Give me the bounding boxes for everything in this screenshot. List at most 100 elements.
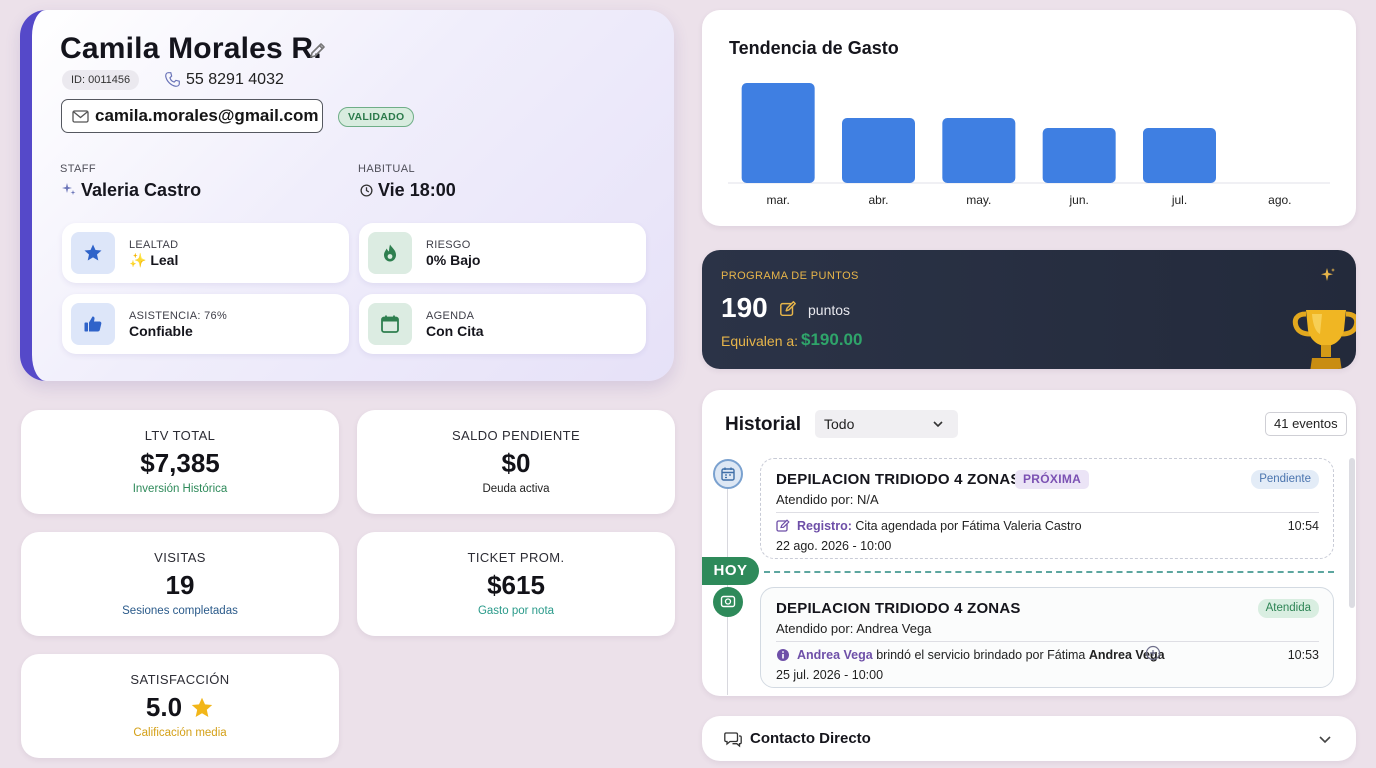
- event-note-tail: Andrea Vega: [1088, 648, 1165, 662]
- edit-points-icon[interactable]: [779, 300, 797, 318]
- points-label: PROGRAMA DE PUNTOS: [721, 270, 859, 282]
- email-validated-badge: VALIDADO: [338, 107, 415, 127]
- contact-title: Contacto Directo: [750, 730, 871, 747]
- timeline-marker-upcoming: [713, 459, 743, 489]
- event-note-text: brindó el servicio brindado por Fátima: [876, 648, 1086, 662]
- staff-value: Valeria Castro: [81, 180, 202, 200]
- event-title: DEPILACION TRIDIODO 4 ZONAS: [776, 471, 1021, 488]
- client-id-badge: ID: 0011456: [62, 70, 140, 90]
- history-event-completed[interactable]: DEPILACION TRIDIODO 4 ZONAS Atendida Ate…: [760, 587, 1334, 688]
- event-time: 10:54: [1287, 519, 1319, 533]
- points-program-card: PROGRAMA DE PUNTOS 190 puntos Equivalen …: [702, 250, 1356, 369]
- chart-bar-2[interactable]: [942, 118, 1016, 183]
- stat-label: SALDO PENDIENTE: [451, 428, 581, 443]
- stat-ltv-total: LTV TOTAL $7,385 Inversión Histórica: [21, 410, 339, 514]
- event-title: DEPILACION TRIDIODO 4 ZONAS: [776, 600, 1021, 617]
- chart-bar-0[interactable]: [741, 83, 815, 183]
- history-filter-value: Todo: [824, 416, 855, 432]
- direct-contact-panel[interactable]: Contacto Directo: [702, 716, 1356, 761]
- client-phone[interactable]: 55 8291 4032: [186, 71, 284, 88]
- info-icon: [777, 649, 789, 661]
- stat-saldo-pendiente: SALDO PENDIENTE $0 Deuda activa: [357, 410, 675, 514]
- event-date: 22 ago. 2026 - 10:00: [776, 539, 892, 553]
- stat-subtitle: Calificación media: [133, 727, 227, 739]
- add-circle-icon[interactable]: [1145, 645, 1161, 661]
- risk-value: 0% Bajo: [426, 252, 481, 268]
- spending-trend-card: Tendencia de Gasto mar. abr. may. jun. jul. a…: [702, 10, 1356, 226]
- stat-label: VISITAS: [154, 550, 206, 565]
- stat-visitas: VISITAS 19 Sesiones completadas: [21, 532, 339, 636]
- loyalty-tile: LEALTAD ✨ Leal: [62, 223, 349, 283]
- chart-tick-label-4: jul.: [1171, 193, 1187, 207]
- attendance-tile: ASISTENCIA: 76% Confiable: [62, 294, 349, 354]
- chart-tick-label-1: abr.: [868, 193, 888, 207]
- timeline-marker-completed: [713, 587, 743, 617]
- edit-name-icon[interactable]: [308, 40, 328, 60]
- loyalty-value: ✨ Leal: [129, 252, 179, 268]
- points-unit: puntos: [808, 302, 851, 318]
- risk-tile: RIESGO 0% Bajo: [359, 223, 646, 283]
- client-name: Camila Morales R.: [60, 32, 322, 65]
- stat-subtitle: Inversión Histórica: [132, 483, 228, 495]
- stat-label: LTV TOTAL: [144, 428, 216, 443]
- event-note-lead: Registro:: [797, 519, 852, 533]
- email-field[interactable]: camila.morales@gmail.com: [61, 99, 323, 133]
- chart-bar-3[interactable]: [1042, 128, 1116, 183]
- calendar-icon: [381, 315, 399, 333]
- event-upcoming-tag: PRÓXIMA: [1015, 470, 1090, 489]
- event-status-badge: Atendida: [1257, 599, 1319, 618]
- flame-icon: [384, 244, 396, 262]
- sparkle-icon: [62, 183, 76, 195]
- sparkle-icon: [1321, 268, 1335, 281]
- event-note-text: Cita agendada por Fátima Valeria Castro: [855, 519, 1082, 533]
- event-date: 25 jul. 2026 - 10:00: [776, 668, 884, 682]
- client-email: camila.morales@gmail.com: [95, 106, 319, 125]
- event-attended-by: Atendido por: N/A: [776, 492, 879, 507]
- chart-bar-1[interactable]: [842, 118, 915, 183]
- today-marker: HOY: [702, 557, 759, 585]
- stat-value: 5.0: [145, 692, 183, 722]
- chevron-down-icon: [933, 421, 943, 428]
- chat-icon: [724, 732, 742, 748]
- trophy-icon: [1292, 310, 1356, 369]
- stat-ticket-prom: TICKET PROM. $615 Gasto por nota: [357, 532, 675, 636]
- history-scrollbar[interactable]: [1349, 458, 1355, 608]
- history-event-upcoming[interactable]: DEPILACION TRIDIODO 4 ZONAS PRÓXIMA Pend…: [760, 458, 1334, 559]
- chart-bar-4[interactable]: [1143, 128, 1216, 183]
- chart-tick-label-5: ago.: [1268, 193, 1291, 207]
- today-divider: [764, 571, 1334, 573]
- agenda-label: AGENDA: [426, 310, 475, 322]
- attendance-label: ASISTENCIA: 76%: [129, 310, 228, 322]
- event-note-lead: Andrea Vega: [797, 648, 873, 662]
- calendar-icon: [721, 467, 735, 481]
- thumbs-up-icon: [84, 316, 102, 332]
- points-value: 190: [721, 292, 768, 323]
- stat-value: $7,385: [140, 448, 220, 478]
- chart-tick-label-3: jun.: [1068, 193, 1088, 207]
- star-icon: [84, 244, 102, 261]
- stat-label: TICKET PROM.: [467, 550, 565, 565]
- events-count-badge: 41 eventos: [1265, 412, 1347, 436]
- staff-label: STAFF: [60, 163, 97, 175]
- clock-icon: [360, 184, 373, 197]
- stat-subtitle: Gasto por nota: [477, 605, 555, 617]
- stat-value: 19: [165, 570, 195, 600]
- history-title: Historial: [725, 414, 802, 435]
- attendance-value: Confiable: [129, 323, 193, 339]
- phone-icon: [165, 72, 180, 87]
- habitual-label: HABITUAL: [358, 163, 415, 175]
- event-time: 10:53: [1287, 648, 1319, 662]
- chart-title: Tendencia de Gasto: [729, 38, 899, 58]
- event-attended-by: Atendido por: Andrea Vega: [776, 621, 932, 636]
- chevron-down-icon[interactable]: [1318, 732, 1332, 746]
- client-profile-card: Camila Morales R. ID: 0011456 55 8291 40…: [20, 10, 674, 381]
- history-card: Historial Todo 41 eventos HOY DEPILACION…: [702, 390, 1356, 696]
- edit-note-icon: [776, 519, 790, 532]
- stat-label: SATISFACCIÓN: [130, 672, 230, 687]
- stat-subtitle: Deuda activa: [482, 483, 550, 495]
- timeline-line: [727, 475, 728, 695]
- mail-icon: [72, 110, 89, 123]
- habitual-value: Vie 18:00: [378, 180, 456, 200]
- history-filter-select[interactable]: Todo: [815, 410, 958, 438]
- spending-bar-chart: mar. abr. may. jun. jul. ago.: [728, 83, 1330, 207]
